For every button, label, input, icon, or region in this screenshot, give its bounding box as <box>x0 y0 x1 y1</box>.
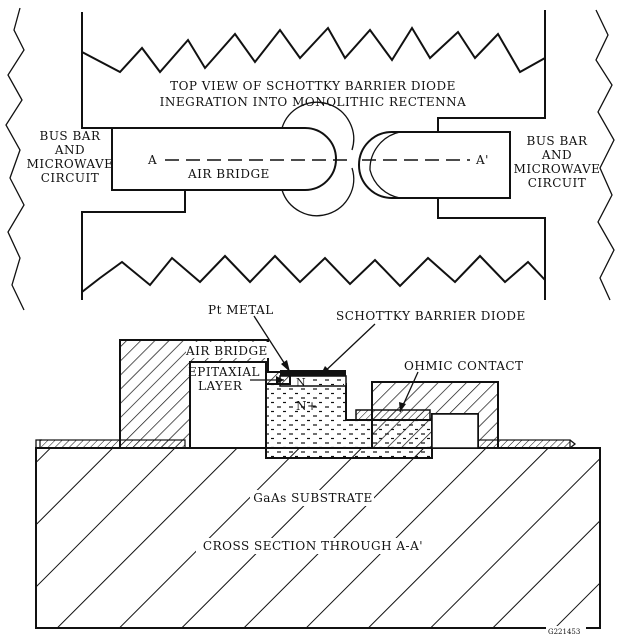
left-finger <box>111 127 337 191</box>
left-metal-pad <box>81 52 112 129</box>
right-label-line4: CIRCUIT <box>528 176 587 190</box>
n-layer-label: N <box>296 376 306 389</box>
left-pad-curve-low <box>281 167 355 217</box>
cross-air-bridge-label: AIR BRIDGE <box>185 344 268 358</box>
right-circle-arc <box>369 131 401 199</box>
bottom-metal-outline <box>81 254 546 300</box>
left-label-line4: CIRCUIT <box>41 171 100 185</box>
left-label-line3: MICROWAVE <box>27 157 114 171</box>
left-label-line1: BUS BAR <box>40 129 101 143</box>
top-view: TOP VIEW OF SCHOTTKY BARRIER DIODE INEGR… <box>5 7 615 311</box>
right-label-line2: AND <box>541 148 572 162</box>
cross-air-bridge <box>119 339 291 449</box>
top-view-title-line2: INEGRATION INTO MONOLITHIC RECTENNA <box>160 95 467 109</box>
schottky-diode-label: SCHOTTKY BARRIER DIODE <box>336 309 526 323</box>
pt-metal-label: Pt METAL <box>208 303 274 317</box>
right-finger <box>358 131 511 199</box>
left-pad-lower <box>81 189 186 292</box>
right-label-line3: MICROWAVE <box>514 162 601 176</box>
left-pad-curve <box>281 101 355 151</box>
right-metal-pad <box>437 58 546 132</box>
top-air-bridge-label: AIR BRIDGE <box>187 167 270 181</box>
top-view-title-line1: TOP VIEW OF SCHOTTKY BARRIER DIODE <box>170 79 456 93</box>
right-pad-lower <box>437 198 546 280</box>
cross-section: Pt METAL SCHOTTKY BARRIER DIODE AIR BRID… <box>35 303 601 636</box>
left-label-line2: AND <box>54 143 85 157</box>
epitaxial-label-line1: EPITAXIAL <box>188 365 260 379</box>
substrate-label: GaAs SUBSTRATE <box>253 491 373 505</box>
marker-a: A <box>147 153 157 167</box>
left-jagged-border <box>5 7 25 311</box>
epitaxial-label-line2: LAYER <box>198 379 243 393</box>
ohmic-contact-label: OHMIC CONTACT <box>404 359 524 373</box>
cross-section-caption: CROSS SECTION THROUGH A-A' <box>203 539 423 553</box>
figure-id: G221453 <box>548 628 580 636</box>
marker-a-prime: A' <box>475 153 489 167</box>
right-label-line1: BUS BAR <box>527 134 588 148</box>
top-metal-outline <box>81 10 546 74</box>
right-jagged-border <box>595 9 615 301</box>
n-plus-label: N+ <box>296 399 318 413</box>
pt-metal-layer <box>280 370 346 376</box>
